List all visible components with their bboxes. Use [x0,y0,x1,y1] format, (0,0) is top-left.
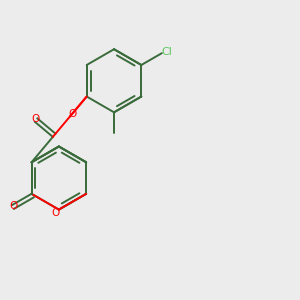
Text: O: O [32,114,40,124]
Text: Cl: Cl [161,47,172,57]
Text: O: O [69,109,77,119]
Text: O: O [51,208,59,218]
Text: O: O [10,201,18,211]
